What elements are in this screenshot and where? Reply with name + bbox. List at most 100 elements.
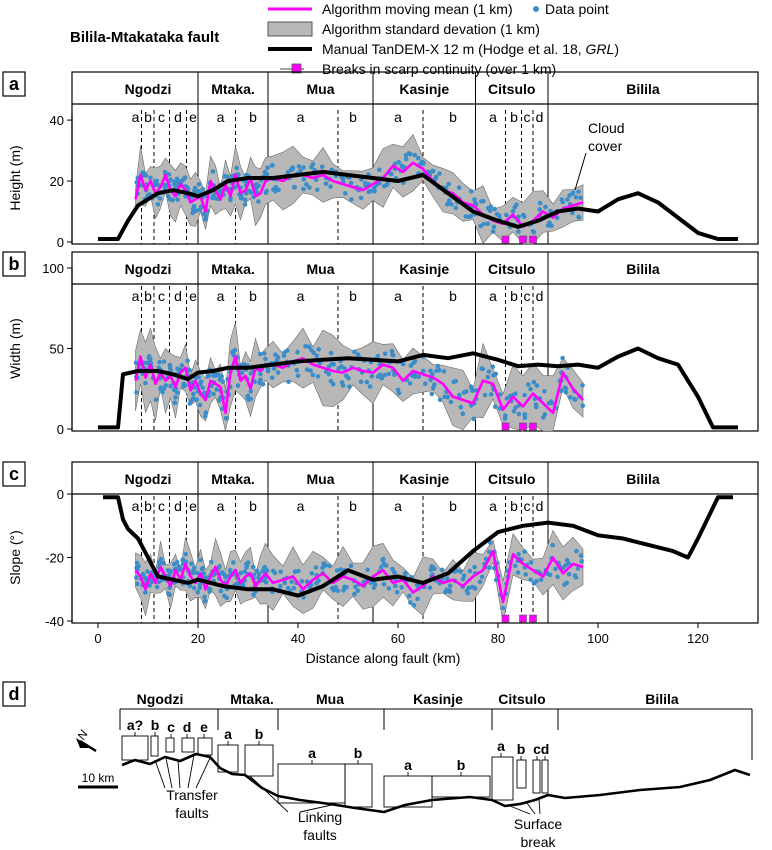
subsegment-label: a xyxy=(297,498,305,514)
data-point xyxy=(203,413,208,419)
data-point xyxy=(534,404,539,410)
data-point xyxy=(442,394,448,400)
scarp-break-marker xyxy=(519,614,527,623)
data-point xyxy=(453,205,459,211)
schematic-subsegment-label: a xyxy=(497,738,505,754)
data-point xyxy=(352,591,357,597)
data-point xyxy=(290,166,295,172)
data-point xyxy=(460,411,466,417)
data-point xyxy=(323,181,329,186)
data-point xyxy=(408,600,413,605)
schematic-subsegment-label: b xyxy=(255,726,264,742)
subsegment-label: a xyxy=(489,288,497,304)
data-point xyxy=(515,570,521,575)
data-point xyxy=(301,186,306,192)
schematic-subsegment-label: c xyxy=(167,719,175,735)
data-point xyxy=(492,206,497,212)
x-tick-label: 100 xyxy=(587,631,609,646)
data-point xyxy=(265,366,271,372)
data-point xyxy=(386,586,392,591)
subsegment-label: b xyxy=(449,109,457,125)
data-point xyxy=(200,187,206,192)
data-point xyxy=(469,213,474,219)
segment-name: Mua xyxy=(307,261,335,277)
data-point xyxy=(446,198,452,203)
data-point xyxy=(340,383,346,388)
data-point xyxy=(580,383,585,388)
subsegment-label: d xyxy=(174,288,182,304)
data-point xyxy=(326,371,332,377)
data-point xyxy=(481,198,486,204)
figure-title: Bilila-Mtakataka fault xyxy=(70,29,219,46)
data-point xyxy=(427,585,433,591)
subsegment-label: e xyxy=(189,288,197,304)
data-point xyxy=(394,590,400,595)
subsegment-label: d xyxy=(536,498,544,514)
subsegment-label: a xyxy=(297,288,305,304)
data-point xyxy=(412,152,418,158)
data-point xyxy=(154,178,159,184)
data-point xyxy=(161,560,166,566)
data-point xyxy=(211,391,216,397)
x-tick-label: 0 xyxy=(94,631,101,646)
data-point xyxy=(433,174,439,180)
data-point xyxy=(503,413,508,418)
data-point xyxy=(382,372,388,378)
subsegment-label: a xyxy=(217,498,225,514)
segment-name: Mtaka. xyxy=(211,261,255,277)
data-point xyxy=(197,402,203,408)
data-point xyxy=(196,182,202,187)
data-point xyxy=(464,389,469,394)
data-point xyxy=(269,375,275,381)
data-point xyxy=(295,373,301,379)
data-point xyxy=(537,207,542,212)
data-point xyxy=(516,411,522,417)
data-point xyxy=(232,347,238,353)
data-point xyxy=(298,168,303,174)
data-point xyxy=(183,551,188,557)
scarp-break-marker xyxy=(529,235,537,244)
data-point xyxy=(553,566,558,572)
data-point xyxy=(421,161,426,166)
data-point xyxy=(295,349,300,355)
annotation-pointer xyxy=(187,754,195,789)
legend-std-label: Algorithm standard devation (1 km) xyxy=(322,21,540,37)
data-point xyxy=(358,195,364,201)
data-point xyxy=(242,569,247,574)
data-point xyxy=(220,379,226,385)
data-point xyxy=(170,197,175,203)
data-point xyxy=(421,368,426,374)
data-point xyxy=(161,359,167,364)
segment-name: Citsulo xyxy=(488,81,535,97)
scarp-break-marker xyxy=(501,422,510,431)
data-point xyxy=(375,374,381,379)
y-tick-label: 100 xyxy=(42,261,64,276)
annotation-pointer xyxy=(526,802,536,815)
data-point xyxy=(242,202,248,207)
data-point xyxy=(407,381,413,386)
data-point xyxy=(492,404,498,410)
data-point xyxy=(181,177,186,183)
schematic-subsegment-label: b xyxy=(151,717,160,733)
legend-moving-mean-label: Algorithm moving mean (1 km) xyxy=(322,1,513,17)
data-point xyxy=(348,180,354,186)
data-point xyxy=(381,556,386,562)
data-point xyxy=(365,567,370,573)
data-point xyxy=(256,571,262,577)
subsegment-box xyxy=(150,735,159,757)
data-point xyxy=(311,350,317,356)
fault-trace xyxy=(121,752,751,814)
data-point xyxy=(479,366,485,371)
segment-name: Mtaka. xyxy=(211,471,255,487)
data-point xyxy=(263,579,269,585)
data-point xyxy=(310,161,316,167)
data-point xyxy=(206,373,212,379)
subsegment-label: a xyxy=(489,498,497,514)
data-point xyxy=(244,563,250,569)
data-point xyxy=(309,571,315,576)
legend-breaks-label: Breaks in scarp continuity (over 1 km) xyxy=(322,61,556,77)
data-point xyxy=(564,557,570,563)
data-point xyxy=(460,577,466,582)
subsegment-label: d xyxy=(174,498,182,514)
